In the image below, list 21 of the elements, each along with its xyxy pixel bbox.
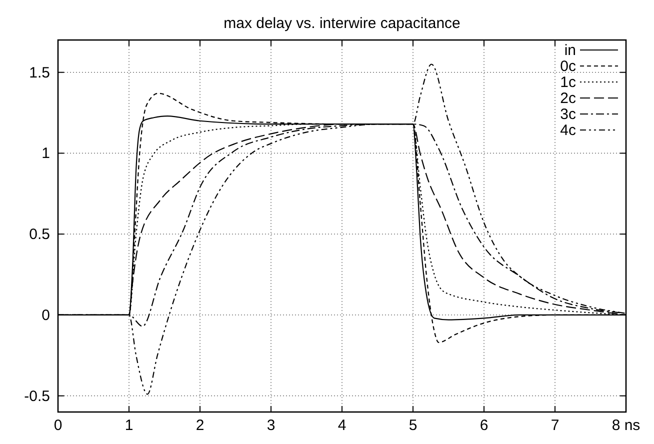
x-tick-label: 4 bbox=[338, 417, 346, 434]
x-tick-label: 8 ns bbox=[612, 417, 640, 434]
y-tick-label: 0 bbox=[42, 306, 50, 324]
y-tick-label: 1.5 bbox=[29, 64, 50, 82]
chart-title: max delay vs. interwire capacitance bbox=[224, 15, 460, 32]
y-tick-label: -0.5 bbox=[24, 388, 50, 405]
legend-label: in bbox=[564, 42, 576, 59]
legend-label: 3c bbox=[560, 106, 576, 123]
legend-label: 1c bbox=[560, 74, 576, 91]
x-tick-label: 7 bbox=[550, 417, 560, 434]
legend-label: 0c bbox=[560, 58, 576, 75]
y-tick-label: 1 bbox=[42, 145, 50, 162]
legend-label: 4c bbox=[560, 122, 576, 139]
x-tick-label: 1 bbox=[124, 417, 134, 434]
legend-label: 2c bbox=[560, 90, 576, 107]
x-tick-label: 2 bbox=[196, 417, 204, 434]
x-tick-label: 3 bbox=[266, 417, 276, 434]
y-tick-label: 0.5 bbox=[29, 226, 50, 244]
x-tick-label: 5 bbox=[408, 417, 418, 434]
x-tick-label: 6 bbox=[480, 417, 488, 434]
x-tick-label: 0 bbox=[54, 417, 62, 434]
